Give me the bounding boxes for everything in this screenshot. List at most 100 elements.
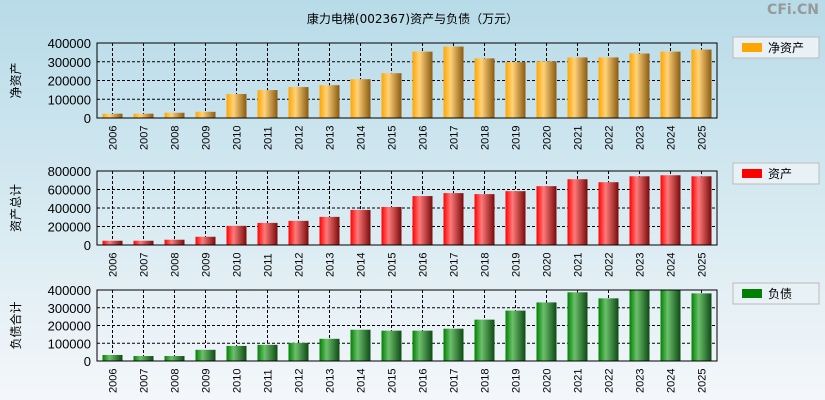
legend-label: 资产 [768,167,792,181]
x-tick-label: 2012 [294,369,306,393]
bar-2008 [164,239,185,245]
y-tick-label: 600000 [48,183,91,198]
bar-2010 [226,94,247,118]
x-tick-label: 2016 [418,369,430,393]
x-tick-label: 2024 [666,253,678,277]
legend-swatch [742,43,762,52]
bar-2012 [288,220,309,245]
x-tick-label: 2010 [232,126,244,150]
bar-2021 [567,179,588,245]
bar-2017 [443,46,464,118]
plot-frame [96,42,718,119]
bar-2011 [257,90,278,118]
bar-2007 [133,240,154,245]
bar-2011 [257,344,278,361]
bar-2017 [443,328,464,361]
bar-2023 [629,290,650,361]
x-tick-label: 2017 [449,253,461,277]
bar-2024 [660,175,681,245]
chart-title: 康力电梯(002367)资产与负债（万元） [306,12,519,26]
legend-swatch [742,289,762,298]
watermark: CFi.CN [767,2,819,18]
x-tick-label: 2020 [542,369,554,393]
x-tick-label: 2017 [449,369,461,393]
y-axis-label: 负债合计 [8,301,23,349]
bar-2024 [660,51,681,118]
legend-box [732,162,820,185]
bar-2020 [536,61,557,118]
bar-2014 [350,209,371,245]
bar-2020 [536,186,557,245]
x-tick-label: 2016 [418,126,430,150]
x-tick-label: 2011 [263,369,275,393]
bar-2011 [257,222,278,245]
bar-2014 [350,329,371,361]
bar-2021 [567,57,588,118]
bar-2010 [226,225,247,245]
bar-2016 [412,196,433,245]
bar-2013 [319,85,340,118]
x-tick-label: 2021 [573,126,585,150]
x-tick-label: 2006 [108,253,120,277]
x-tick-label: 2024 [666,126,678,150]
x-tick-label: 2013 [325,253,337,277]
bar-2010 [226,345,247,361]
x-tick-label: 2013 [325,126,337,150]
bar-2006 [102,240,123,245]
bar-2019 [505,310,526,361]
bar-2013 [319,338,340,361]
x-tick-label: 2014 [356,369,368,393]
y-tick-label: 100000 [48,92,91,107]
y-tick-label: 200000 [48,74,91,89]
y-tick-label: 0 [84,238,91,253]
bar-2014 [350,79,371,118]
bar-2018 [474,319,495,361]
y-tick-label: 300000 [48,55,91,70]
bar-2024 [660,290,681,361]
bar-2009 [195,236,216,245]
bar-2019 [505,191,526,245]
bar-2007 [133,356,154,361]
x-tick-label: 2008 [170,369,182,393]
bar-2017 [443,193,464,245]
y-tick-label: 200000 [48,220,91,235]
x-tick-label: 2014 [356,126,368,150]
y-tick-label: 0 [84,111,91,126]
bar-2012 [288,87,309,118]
y-tick-label: 400000 [48,283,91,298]
bar-2020 [536,302,557,361]
x-tick-label: 2023 [635,126,647,150]
y-tick-label: 200000 [48,319,91,334]
x-tick-label: 2015 [387,253,399,277]
x-tick-label: 2020 [542,126,554,150]
x-tick-label: 2022 [604,369,616,393]
x-tick-label: 2007 [139,369,151,393]
x-tick-label: 2024 [666,369,678,393]
x-tick-label: 2015 [387,369,399,393]
x-tick-label: 2007 [139,253,151,277]
bar-2006 [102,354,123,361]
bar-2016 [412,51,433,118]
x-tick-label: 2019 [511,126,523,150]
y-tick-label: 0 [84,354,91,369]
x-tick-label: 2009 [201,253,213,277]
bar-2015 [381,206,402,245]
x-tick-label: 2018 [480,369,492,393]
legend-label: 负债 [768,287,792,301]
y-tick-label: 400000 [48,36,91,51]
bar-2007 [133,113,154,118]
x-tick-label: 2022 [604,126,616,150]
legend-label: 净资产 [768,41,804,55]
bar-2025 [691,49,712,118]
y-tick-label: 400000 [48,201,91,216]
x-tick-label: 2018 [480,126,492,150]
x-tick-label: 2025 [697,253,709,277]
x-tick-label: 2013 [325,369,337,393]
plot-frame [96,289,718,362]
bar-2015 [381,73,402,118]
x-tick-label: 2009 [201,126,213,150]
x-tick-label: 2025 [697,369,709,393]
x-tick-label: 2012 [294,126,306,150]
x-tick-label: 2020 [542,253,554,277]
